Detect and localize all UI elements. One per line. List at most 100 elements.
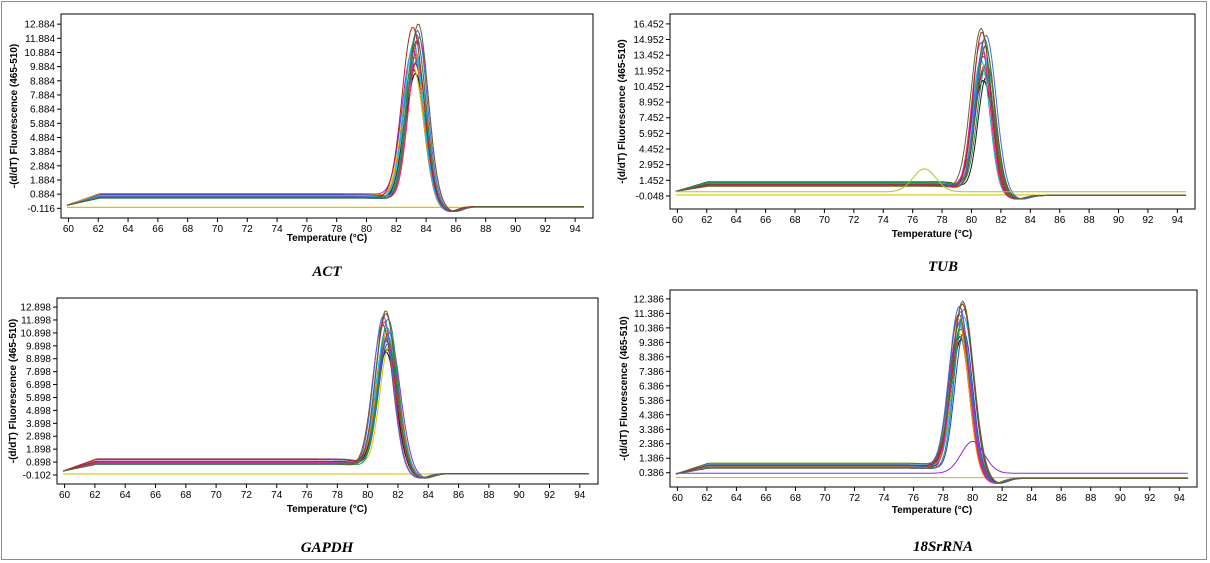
y-tick-label: 2.898 [26, 432, 51, 443]
chart-panel-3: 60 62 64 66 68 70 72 74 76 78 80 82 84 86 88 90 92 94 12.8… [8, 297, 599, 556]
plot-area [669, 13, 1196, 210]
x-tick-label: 64 [122, 224, 134, 235]
x-tick-label: 74 [878, 493, 890, 504]
x-tick-label: 92 [544, 490, 556, 501]
x-tick-label: 66 [760, 215, 772, 226]
y-tick-label: 6.884 [30, 105, 55, 116]
x-tick-label: 62 [701, 215, 713, 226]
y-tick-label: 10.898 [20, 328, 51, 339]
y-tick-label: 5.952 [639, 129, 664, 140]
x-tick-label: 72 [849, 493, 861, 504]
x-tick-label: 86 [1056, 493, 1068, 504]
y-tick-label: 12.386 [633, 294, 664, 305]
x-tick-label: 82 [997, 493, 1009, 504]
x-tick-label: 88 [483, 490, 495, 501]
series-line [675, 27, 1186, 200]
y-tick-label: 11.884 [25, 34, 55, 45]
y-tick-label: 7.898 [26, 367, 51, 378]
x-tick-label: 64 [731, 215, 743, 226]
y-tick-label: 9.884 [30, 62, 55, 73]
series-line [675, 441, 1188, 474]
curve-group [675, 27, 1187, 200]
x-tick-label: 90 [1115, 493, 1127, 504]
x-tick-label: 88 [1084, 215, 1096, 226]
x-tick-label: 62 [89, 490, 101, 501]
y-tick-label: 7.884 [30, 90, 55, 101]
plot-area [56, 297, 599, 485]
x-tick-label: 74 [271, 490, 283, 501]
x-tick-label: 70 [819, 493, 831, 504]
x-tick-label: 62 [701, 493, 713, 504]
y-tick-label: 1.386 [639, 454, 664, 465]
panel-caption: GAPDH [301, 540, 355, 556]
x-tick-label: 60 [672, 493, 684, 504]
x-tick-label: 84 [1025, 215, 1037, 226]
x-tick-label: 66 [760, 493, 772, 504]
y-tick-label: 13.452 [633, 51, 664, 62]
y-tick-label: 3.884 [30, 147, 55, 158]
y-tick-label: 11.386 [634, 309, 664, 320]
x-axis-label: Temperature (°C) [892, 505, 973, 516]
plot-area [60, 13, 594, 219]
y-tick-label: 4.884 [30, 133, 55, 144]
series-line [66, 23, 584, 212]
y-tick-label: 2.386 [639, 439, 664, 450]
x-tick-label: 80 [966, 215, 978, 226]
chart-panel-4: 60 62 64 66 68 70 72 74 76 78 80 82 84 86 88 90 92 94 12.3… [619, 289, 1198, 555]
x-tick-label: 66 [152, 224, 164, 235]
panel-caption: 18SrRNA [913, 539, 973, 555]
x-tick-label: 68 [790, 493, 802, 504]
y-tick-label: 4.452 [639, 145, 664, 156]
x-tick-label: 64 [731, 493, 743, 504]
y-tick-label: -0.102 [23, 470, 52, 481]
x-tick-label: 76 [301, 490, 313, 501]
y-tick-label: 11.898 [21, 315, 51, 326]
y-tick-label: 6.898 [26, 380, 51, 391]
y-tick-label: 0.386 [639, 468, 664, 479]
series-line [675, 300, 1188, 484]
y-tick-label: 0.898 [26, 458, 51, 469]
x-tick-label: 92 [1142, 215, 1154, 226]
x-tick-label: 72 [241, 490, 253, 501]
panel-caption: ACT [311, 264, 342, 280]
y-axis-label: -(d/dT) Fluorescence (465-510) [619, 316, 630, 460]
x-tick-label: 88 [1085, 493, 1097, 504]
x-tick-label: 86 [450, 224, 462, 235]
y-axis-label: -(d/dT) Fluorescence (465-510) [9, 44, 20, 188]
x-tick-label: 62 [93, 224, 105, 235]
x-tick-label: 94 [1174, 493, 1186, 504]
y-tick-label: 6.386 [639, 381, 664, 392]
y-tick-label: 1.898 [26, 445, 51, 456]
y-tick-label: 7.386 [639, 367, 664, 378]
x-tick-label: 78 [938, 493, 950, 504]
x-tick-label: 88 [480, 224, 492, 235]
x-tick-label: 70 [211, 490, 223, 501]
x-tick-label: 76 [908, 493, 920, 504]
y-tick-label: -0.048 [636, 191, 665, 202]
x-tick-label: 94 [574, 490, 586, 501]
y-axis-label: -(d/dT) Fluorescence (465-510) [617, 39, 628, 183]
x-tick-label: 84 [423, 490, 435, 501]
x-tick-label: 92 [540, 224, 552, 235]
x-tick-label: 90 [1113, 215, 1125, 226]
y-tick-label: 3.386 [639, 425, 664, 436]
y-tick-label: 7.452 [639, 113, 664, 124]
y-tick-label: 12.898 [20, 303, 51, 314]
x-tick-label: 68 [180, 490, 192, 501]
y-tick-label: 10.452 [633, 82, 664, 93]
curve-group [675, 300, 1189, 484]
x-tick-label: 60 [59, 490, 71, 501]
x-tick-label: 84 [1026, 493, 1038, 504]
series-line [675, 168, 1186, 193]
y-tick-label: 5.898 [26, 393, 51, 404]
x-tick-label: 70 [212, 224, 224, 235]
x-tick-label: 94 [1172, 215, 1184, 226]
y-tick-label: 10.884 [24, 48, 55, 59]
x-tick-label: 90 [514, 490, 526, 501]
x-tick-label: 80 [361, 224, 373, 235]
x-tick-label: 74 [272, 224, 284, 235]
chart-panel-1: 60 62 64 66 68 70 72 74 76 78 80 82 84 86 88 90 92 94 12.8… [9, 13, 594, 280]
x-tick-label: 86 [1054, 215, 1066, 226]
y-tick-label: 1.452 [639, 176, 664, 187]
